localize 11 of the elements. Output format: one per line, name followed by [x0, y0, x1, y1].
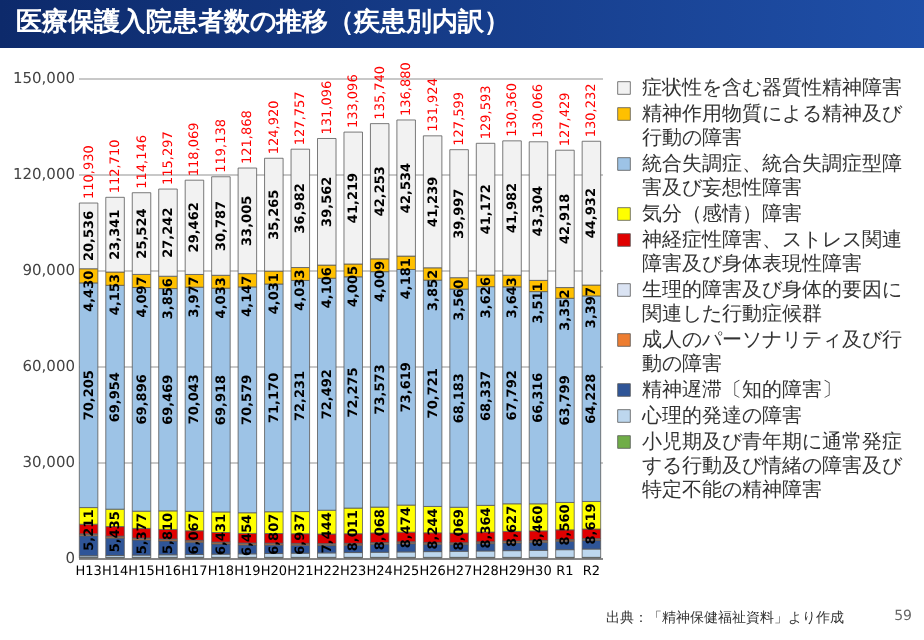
legend-label: 成人のパーソナリティ及び行動の障害 [642, 328, 902, 376]
legend-label: 気分（感情）障害 [642, 202, 802, 226]
legend-label: 生理的障害及び身体的要因に関連した行動症候群 [642, 278, 902, 326]
legend-label: 症状性を含む器質性精神障害 [642, 76, 902, 100]
legend-label: 精神遅滞〔知的障害〕 [642, 378, 842, 402]
legend-label: 精神作用物質による精神及び行動の障害 [642, 102, 904, 150]
legend-label: 心理的発達の障害 [640, 404, 802, 428]
legend-label: 統合失調症、統合失調症型障害及び妄想性障害 [642, 152, 902, 200]
legend-label: 神経症性障害、ストレス関連障害及び身体表現性障害 [642, 228, 902, 276]
legend-label: 小児期及び青年期に通常発症する行動及び情緒の障害及び特定不能の精神障害 [642, 430, 904, 502]
chart-title: 医療保護入院患者数の推移（疾患別内訳） [0, 0, 924, 48]
